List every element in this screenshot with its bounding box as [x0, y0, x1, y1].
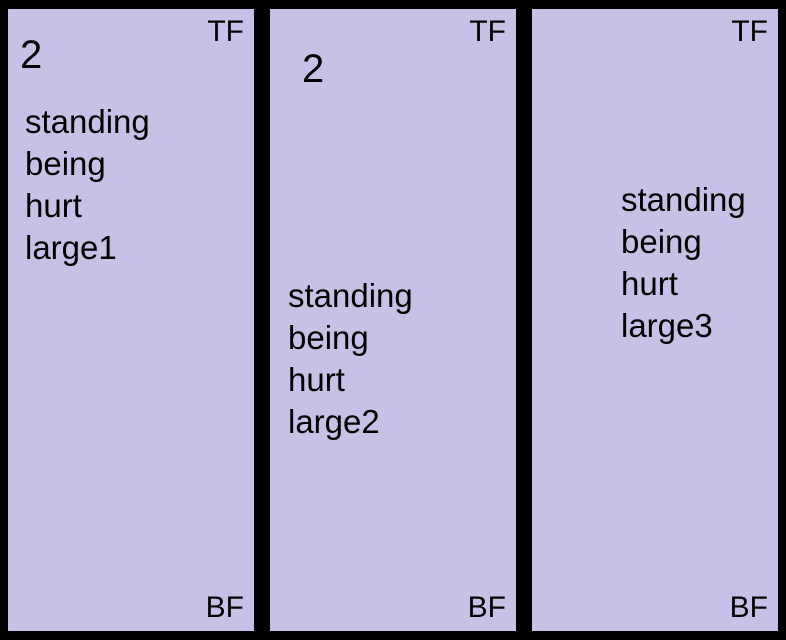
word-item: hurt	[25, 187, 82, 224]
word-list: standing being hurt large2	[288, 275, 413, 443]
word-item: standing	[621, 181, 746, 218]
panel-3: TF standing being hurt large3 BF	[532, 9, 778, 631]
word-item: hurt	[288, 361, 345, 398]
panel-number: 2	[302, 47, 325, 91]
word-item: being	[288, 319, 369, 356]
word-item: standing	[288, 277, 413, 314]
bottom-label: BF	[205, 591, 244, 624]
word-list: standing being hurt large3	[621, 179, 746, 347]
panel-2: TF 2 standing being hurt large2 BF	[270, 9, 516, 631]
panel-number: 2	[20, 33, 43, 77]
panel-1: TF 2 standing being hurt large1 BF	[8, 9, 254, 631]
top-label: TF	[469, 15, 506, 48]
word-item: being	[25, 145, 106, 182]
top-label: TF	[731, 15, 768, 48]
top-label: TF	[207, 15, 244, 48]
word-item: large3	[621, 307, 713, 344]
bottom-label: BF	[729, 591, 768, 624]
bottom-label: BF	[467, 591, 506, 624]
word-item: being	[621, 223, 702, 260]
word-item: large1	[25, 229, 117, 266]
word-item: hurt	[621, 265, 678, 302]
word-item: large2	[288, 403, 380, 440]
word-item: standing	[25, 103, 150, 140]
word-list: standing being hurt large1	[25, 101, 150, 269]
